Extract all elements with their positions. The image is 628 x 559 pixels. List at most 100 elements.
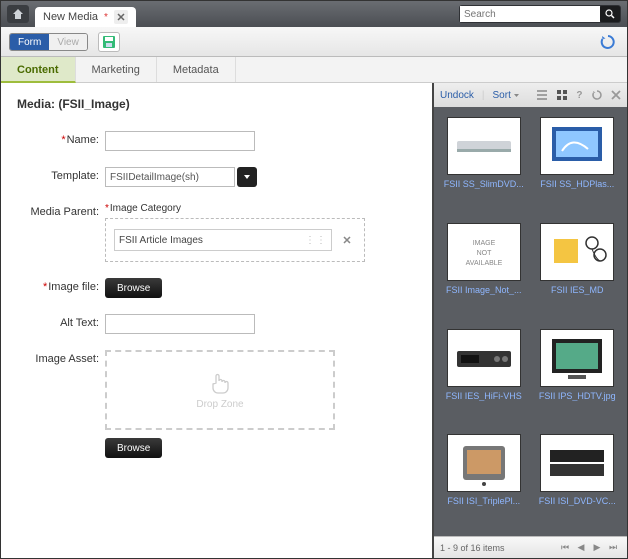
asset-grid: FSII SS_SlimDVD... FSII SS_HDPlas... IMAGE… [434, 107, 627, 536]
image-asset-label: Image Asset: [17, 350, 105, 365]
home-icon [12, 8, 24, 20]
thumbnail-icon [542, 225, 612, 279]
name-input[interactable] [105, 131, 255, 151]
asset-thumb-image: IMAGE NOT AVAILABLE [447, 223, 521, 281]
svg-text:AVAILABLE: AVAILABLE [465, 260, 502, 267]
asset-thumb[interactable]: FSII IES_HiFi-VHS [442, 329, 526, 421]
view-grid-button[interactable] [556, 88, 568, 102]
sort-link[interactable]: Sort [493, 90, 520, 101]
page-last-button[interactable]: ⏭ [606, 541, 620, 555]
template-select[interactable]: FSIIDetailImage(sh) [105, 167, 257, 187]
search-box [459, 5, 621, 23]
tab-content[interactable]: Content [1, 57, 76, 83]
thumbnail-icon [542, 119, 612, 173]
asset-thumb-label: FSII IES_HiFi-VHS [446, 391, 522, 401]
drag-handle-icon[interactable]: ⋮⋮ [305, 235, 327, 246]
refresh-panel-button[interactable] [591, 88, 603, 102]
dropzone-label: Drop Zone [196, 399, 243, 410]
row-name: Name: [17, 131, 416, 151]
asset-panel-footer: 1 - 9 of 16 items ⏮ ◀ ▶ ⏭ [434, 536, 627, 558]
mode-view-button[interactable]: View [49, 34, 87, 50]
browse-file-button[interactable]: Browse [105, 278, 162, 298]
thumbnail-icon [449, 436, 519, 490]
asset-thumb-label: FSII IES_MD [551, 285, 604, 295]
asset-thumb[interactable]: FSII SS_SlimDVD... [442, 117, 526, 209]
svg-text:NOT: NOT [476, 250, 492, 257]
asset-panel-header: Undock | Sort ? [434, 83, 627, 107]
refresh-button[interactable] [597, 32, 619, 52]
undock-link[interactable]: Undock [440, 90, 474, 101]
asset-thumb-label: FSII IPS_HDTV.jpg [539, 391, 616, 401]
help-icon: ? [576, 90, 582, 101]
tab-metadata[interactable]: Metadata [157, 57, 236, 82]
media-parent-box: Image Category FSII Article Images ⋮⋮ ✕ [105, 203, 365, 262]
row-image-file: Image file: Browse [17, 278, 416, 298]
dirty-indicator: * [104, 12, 108, 23]
thumbnail-icon [449, 331, 519, 385]
mode-toggle: Form View [9, 33, 88, 51]
document-tab[interactable]: New Media * [35, 7, 136, 27]
image-category-field[interactable]: FSII Article Images ⋮⋮ [114, 229, 332, 251]
asset-thumb-label: FSII Image_Not_... [446, 285, 522, 295]
search-input[interactable] [460, 6, 600, 22]
asset-thumb-label: FSII SS_HDPlas... [540, 179, 614, 189]
tab-marketing[interactable]: Marketing [76, 57, 157, 82]
thumbnail-icon: IMAGE NOT AVAILABLE [449, 225, 519, 279]
form-title: Media: (FSII_Image) [17, 97, 416, 111]
alt-text-input[interactable] [105, 314, 255, 334]
view-list-button[interactable] [536, 88, 548, 102]
sub-tabs: Content Marketing Metadata [1, 57, 627, 83]
row-media-parent: Media Parent: Image Category FSII Articl… [17, 203, 416, 262]
image-asset-dropzone[interactable]: Drop Zone [105, 350, 335, 430]
image-category-dropzone[interactable]: FSII Article Images ⋮⋮ ✕ [105, 218, 365, 262]
image-category-label: Image Category [105, 203, 365, 214]
asset-thumb-label: FSII ISI_DVD-VC... [539, 496, 616, 506]
asset-thumb-image [447, 117, 521, 175]
toolbar: Form View [1, 27, 627, 57]
list-icon [536, 89, 548, 101]
svg-text:IMAGE: IMAGE [472, 240, 495, 247]
row-image-asset: Image Asset: Drop Zone Browse [17, 350, 416, 458]
save-button[interactable] [98, 32, 120, 52]
page-first-button[interactable]: ⏮ [558, 541, 572, 555]
refresh-icon [600, 34, 616, 50]
image-category-value: FSII Article Images [119, 235, 203, 246]
asset-thumb[interactable]: FSII ISI_DVD-VC... [536, 434, 620, 526]
thumbnail-icon [542, 331, 612, 385]
template-label: Template: [17, 167, 105, 182]
template-value: FSIIDetailImage(sh) [105, 167, 235, 187]
drop-hand-icon [206, 371, 234, 395]
tab-close-button[interactable] [114, 10, 128, 24]
asset-thumb[interactable]: FSII IES_MD [536, 223, 620, 315]
thumbnail-icon [449, 119, 519, 173]
asset-thumb[interactable]: FSII IPS_HDTV.jpg [536, 329, 620, 421]
thumbnail-icon [542, 436, 612, 490]
remove-category-button[interactable]: ✕ [338, 231, 356, 249]
name-label: Name: [17, 131, 105, 146]
search-button[interactable] [600, 6, 620, 22]
image-asset-box: Drop Zone Browse [105, 350, 335, 458]
chevron-down-icon [242, 172, 252, 182]
asset-thumb[interactable]: FSII SS_HDPlas... [536, 117, 620, 209]
close-panel-button[interactable] [611, 88, 621, 102]
asset-thumb[interactable]: FSII ISI_TriplePl... [442, 434, 526, 526]
mode-form-button[interactable]: Form [10, 34, 49, 50]
asset-panel: Undock | Sort ? FSII SS_SlimDVD...FSII S… [432, 83, 627, 558]
asset-thumb[interactable]: IMAGE NOT AVAILABLE FSII Image_Not_... [442, 223, 526, 315]
asset-thumb-label: FSII ISI_TriplePl... [447, 496, 520, 506]
page-prev-button[interactable]: ◀ [574, 541, 588, 555]
footer-count: 1 - 9 of 16 items [440, 543, 505, 553]
asset-thumb-image [540, 117, 614, 175]
row-template: Template: FSIIDetailImage(sh) [17, 167, 416, 187]
body: Media: (FSII_Image) Name: Template: FSII… [1, 83, 627, 558]
template-dropdown-button[interactable] [237, 167, 257, 187]
help-button[interactable]: ? [576, 88, 583, 102]
asset-thumb-image [540, 329, 614, 387]
home-button[interactable] [7, 5, 29, 23]
top-bar: New Media * [1, 1, 627, 27]
save-icon [102, 35, 116, 49]
image-file-label: Image file: [17, 278, 105, 293]
tab-title: New Media [43, 11, 98, 23]
page-next-button[interactable]: ▶ [590, 541, 604, 555]
browse-asset-button[interactable]: Browse [105, 438, 162, 458]
